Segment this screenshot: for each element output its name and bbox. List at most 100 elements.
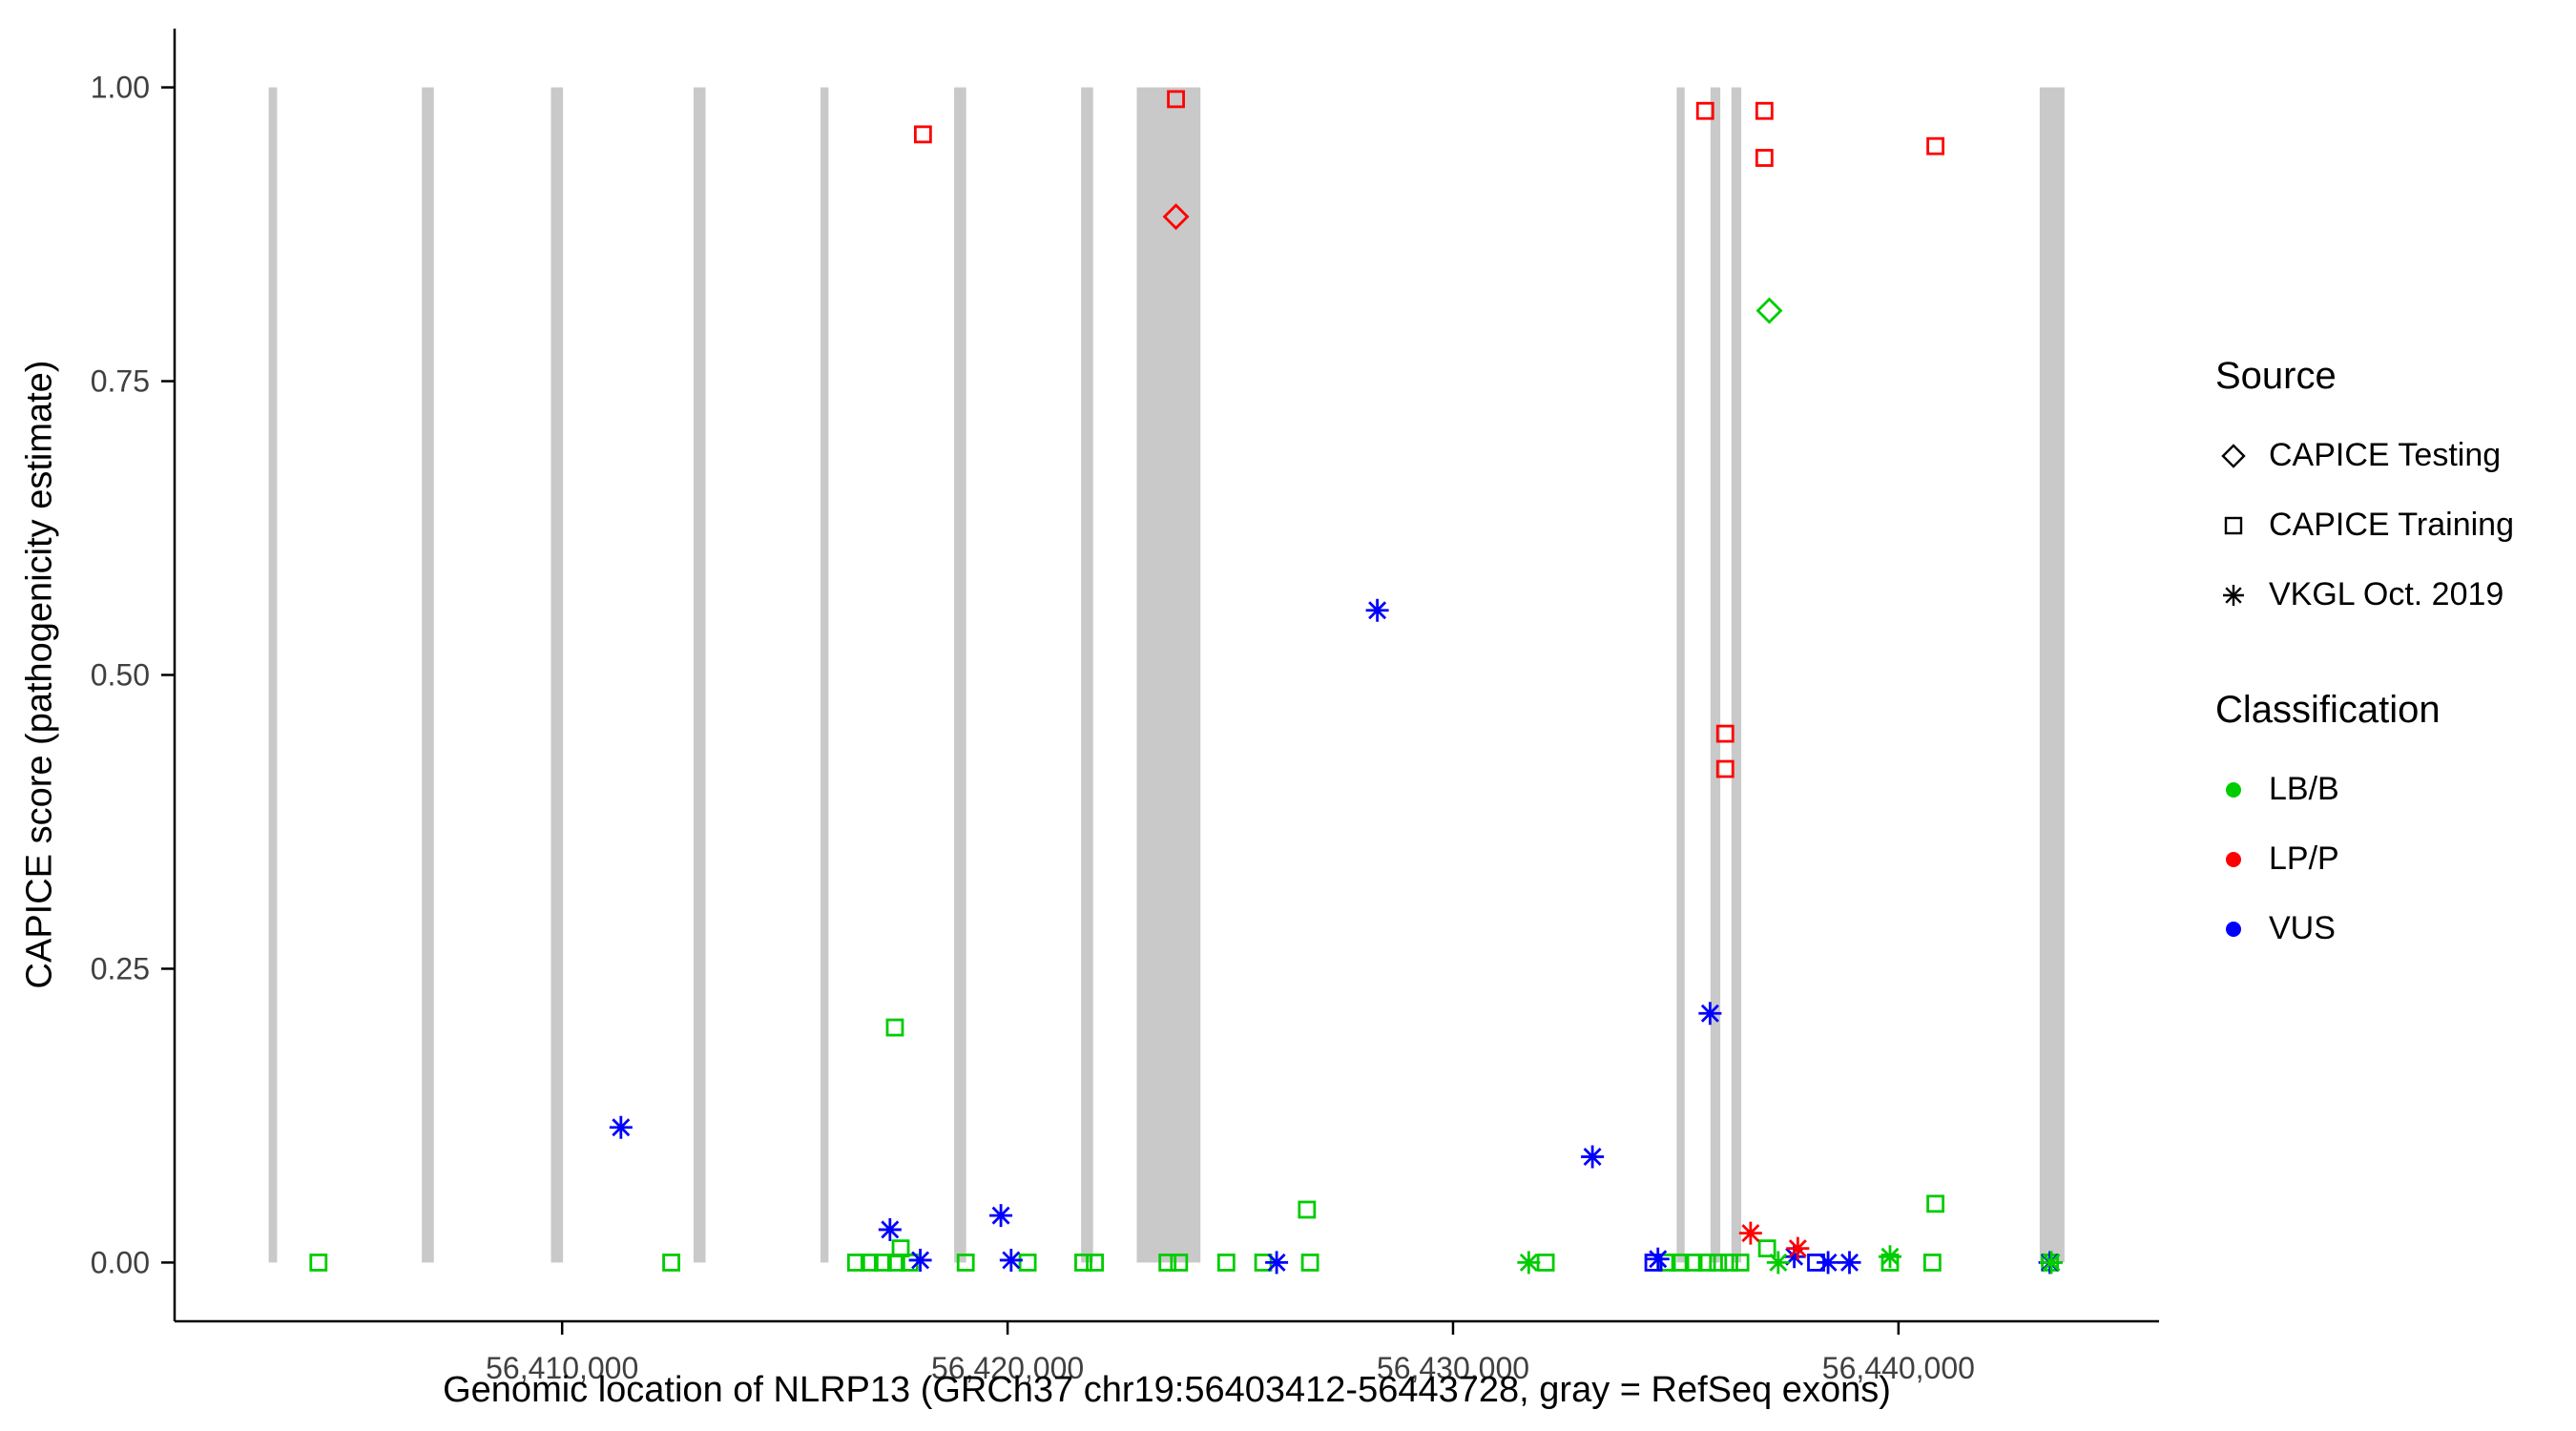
exon-bar — [2039, 87, 2065, 1263]
data-point-diamond — [1755, 297, 1783, 324]
y-tick-label: 0.75 — [91, 364, 150, 399]
data-point-square — [1755, 101, 1774, 120]
data-point-square — [1300, 1254, 1319, 1272]
asterisk-stroke — [1818, 1253, 1838, 1272]
data-point-asterisk — [609, 1115, 633, 1139]
data-point-square — [1170, 1254, 1189, 1272]
data-point-square — [1074, 1254, 1092, 1272]
y-tick-label: 0.50 — [91, 658, 150, 693]
data-point-square — [1697, 1254, 1716, 1272]
data-point-square — [1757, 1239, 1776, 1258]
legend-label: CAPICE Testing — [2269, 437, 2502, 473]
data-point-square — [1018, 1254, 1037, 1272]
data-point-asterisk — [1698, 1002, 1722, 1026]
legend-item-capice-training: CAPICE Training — [2215, 490, 2514, 560]
data-point-square — [1715, 759, 1735, 778]
diamond-icon — [2221, 443, 2246, 468]
data-point-asterisk — [1838, 1251, 1861, 1275]
legend-gap — [2215, 630, 2514, 689]
data-point-square — [860, 1254, 879, 1272]
asterisk-stroke — [1368, 601, 1387, 620]
data-point-asterisk — [878, 1217, 902, 1241]
data-point-square — [846, 1254, 865, 1272]
data-point-asterisk — [1878, 1245, 1901, 1269]
data-point-asterisk — [989, 1204, 1013, 1228]
asterisk-stroke — [612, 1118, 631, 1137]
asterisk-stroke — [2042, 1253, 2061, 1272]
data-point-diamond — [1162, 203, 1190, 231]
data-point-square — [1684, 1254, 1703, 1272]
y-axis-title: CAPICE score (pathogenicity estimate) — [19, 360, 60, 989]
legend-source-title: Source — [2215, 355, 2337, 397]
legend-label: CAPICE Training — [2269, 507, 2514, 543]
data-point-square — [1926, 1194, 1945, 1213]
data-point-asterisk — [1365, 598, 1389, 622]
exon-bar — [693, 87, 706, 1263]
exon-bar — [422, 87, 434, 1263]
data-point-square — [1922, 1254, 1942, 1272]
data-point-square — [1755, 149, 1774, 167]
red-dot-icon — [2226, 851, 2241, 867]
asterisk-stroke — [991, 1206, 1010, 1225]
green-dot-icon — [2226, 781, 2241, 798]
data-point-square — [1695, 101, 1714, 120]
exon-bar — [1136, 87, 1201, 1263]
legend-classification-title: Classification — [2215, 689, 2441, 731]
data-point-asterisk — [1738, 1221, 1762, 1245]
data-point-square — [1926, 136, 1945, 156]
legend-label: VKGL Oct. 2019 — [2269, 576, 2504, 612]
data-point-square — [1216, 1254, 1236, 1272]
exon-bar — [551, 87, 564, 1263]
data-point-square — [1298, 1200, 1317, 1219]
asterisk-icon — [2223, 584, 2244, 606]
asterisk-stroke — [1741, 1224, 1760, 1243]
data-point-asterisk — [1766, 1251, 1790, 1275]
data-point-square — [1536, 1254, 1555, 1272]
legend-label: LP/P — [2269, 840, 2339, 877]
y-tick-label: 0.00 — [91, 1245, 150, 1279]
data-point-square — [1167, 90, 1185, 109]
data-point-asterisk — [1786, 1236, 1810, 1260]
legend-label: VUS — [2269, 910, 2336, 946]
asterisk-stroke — [1840, 1253, 1859, 1272]
data-point-square — [956, 1254, 975, 1272]
data-point-asterisk — [2040, 1251, 2064, 1275]
data-point-square — [913, 125, 932, 144]
x-axis-title: Genomic location of NLRP13 (GRCh37 chr19… — [443, 1370, 1891, 1410]
asterisk-stroke — [1267, 1253, 1286, 1272]
data-point-square — [1715, 724, 1735, 743]
data-point-asterisk — [1817, 1251, 1840, 1275]
data-point-square — [1671, 1254, 1690, 1272]
asterisk-stroke — [881, 1220, 900, 1239]
exon-bar — [1710, 87, 1721, 1263]
data-point-square — [1086, 1254, 1104, 1272]
exon-bar — [1731, 87, 1742, 1263]
x-tick-label: 56,440,000 — [1822, 1351, 1975, 1385]
legend-item-vus: VUS — [2215, 894, 2514, 964]
data-point-square — [309, 1254, 328, 1272]
legend-item-capice-testing: CAPICE Testing — [2215, 421, 2514, 490]
asterisk-stroke — [1788, 1239, 1807, 1258]
data-point-asterisk — [1517, 1251, 1541, 1275]
asterisk-stroke — [1583, 1148, 1602, 1167]
asterisk-stroke — [1519, 1253, 1538, 1272]
y-tick-label: 1.00 — [91, 71, 150, 105]
x-tick-label: 56,410,000 — [486, 1351, 638, 1385]
legend-label: LB/B — [2269, 771, 2339, 807]
data-point-asterisk — [1265, 1251, 1289, 1275]
data-point-square — [1709, 1254, 1728, 1272]
exon-bar — [820, 87, 829, 1263]
data-point-asterisk — [1646, 1247, 1670, 1271]
legend: Source CAPICE Testing CAPICE Training — [2215, 355, 2514, 964]
square-icon — [2224, 516, 2243, 534]
data-point-square — [1158, 1254, 1177, 1272]
data-point-asterisk — [1581, 1145, 1605, 1169]
legend-item-lpp: LP/P — [2215, 824, 2514, 894]
data-point-square — [886, 1254, 905, 1272]
asterisk-stroke — [1880, 1247, 1900, 1266]
exon-bar — [1081, 87, 1093, 1263]
legend-item-vkgl: VKGL Oct. 2019 — [2215, 560, 2514, 630]
data-point-asterisk — [999, 1248, 1023, 1272]
